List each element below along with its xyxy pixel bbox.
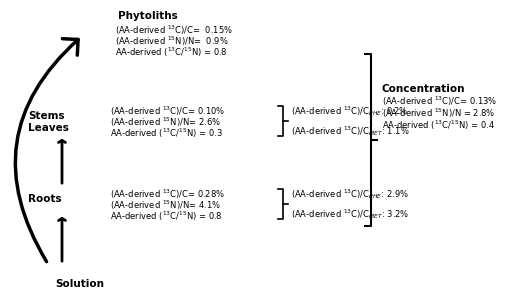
Text: Phytoliths: Phytoliths: [118, 11, 178, 21]
Text: Solution: Solution: [55, 279, 104, 289]
Text: (AA-derived $^{15}$N)/N=  0.9%: (AA-derived $^{15}$N)/N= 0.9%: [115, 34, 229, 48]
Text: Stems: Stems: [28, 111, 64, 121]
Text: (AA-derived $^{13}$C)/C= 0.28%: (AA-derived $^{13}$C)/C= 0.28%: [110, 187, 225, 201]
Text: AA-derived ($^{13}$C/$^{15}$N) = 0.3: AA-derived ($^{13}$C/$^{15}$N) = 0.3: [110, 126, 223, 140]
FancyArrowPatch shape: [15, 39, 78, 262]
Text: AA-derived ($^{13}$C/$^{15}$N) = 0.8: AA-derived ($^{13}$C/$^{15}$N) = 0.8: [110, 209, 223, 223]
Text: (AA-derived $^{15}$N)/N= 2.6%: (AA-derived $^{15}$N)/N= 2.6%: [110, 115, 221, 129]
Text: (AA-derived $^{13}$C)/C$_{PHE}$: 2.9%: (AA-derived $^{13}$C)/C$_{PHE}$: 2.9%: [291, 187, 409, 201]
Text: Roots: Roots: [28, 194, 62, 204]
Text: (AA-derived $^{13}$C)/C$_{MET}$: 3.2%: (AA-derived $^{13}$C)/C$_{MET}$: 3.2%: [291, 207, 409, 221]
Text: (AA-derived $^{13}$C)/C= 0.10%: (AA-derived $^{13}$C)/C= 0.10%: [110, 104, 226, 118]
Text: (AA-derived $^{13}$C)/C$_{MET}$: 1.1%: (AA-derived $^{13}$C)/C$_{MET}$: 1.1%: [291, 124, 410, 138]
Text: (AA-derived $^{13}$C)/C$_{PHE}$: 0.2%: (AA-derived $^{13}$C)/C$_{PHE}$: 0.2%: [291, 104, 409, 118]
Text: (AA-derived $^{15}$N)/N = 2.8%: (AA-derived $^{15}$N)/N = 2.8%: [382, 106, 495, 120]
Text: Concentration: Concentration: [382, 84, 466, 94]
Text: AA-derived ($^{13}$C/$^{15}$N) = 0.4: AA-derived ($^{13}$C/$^{15}$N) = 0.4: [382, 118, 495, 132]
Text: (AA-derived $^{13}$C)/C= 0.13%: (AA-derived $^{13}$C)/C= 0.13%: [382, 94, 497, 108]
Text: (AA-derived $^{15}$N)/N= 4.1%: (AA-derived $^{15}$N)/N= 4.1%: [110, 198, 221, 212]
Text: Leaves: Leaves: [28, 123, 69, 133]
Text: (AA-derived $^{13}$C)/C=  0.15%: (AA-derived $^{13}$C)/C= 0.15%: [115, 23, 233, 37]
Text: AA-derived ($^{13}$C/$^{15}$N) = 0.8: AA-derived ($^{13}$C/$^{15}$N) = 0.8: [115, 45, 228, 59]
